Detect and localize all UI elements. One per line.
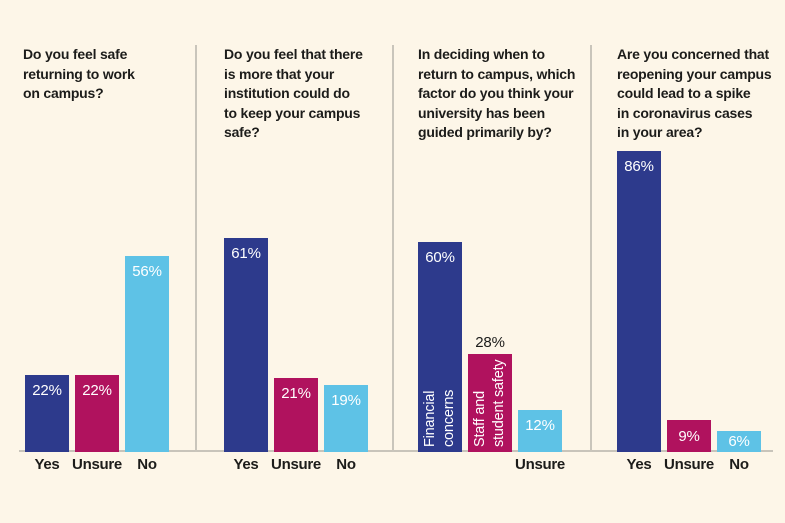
panel-title-line: guided primarily by? bbox=[418, 124, 552, 140]
value-label-yes: 61% bbox=[231, 245, 261, 262]
panel-title-4: Are you concerned that reopening your cam… bbox=[617, 45, 772, 143]
panel-divider-2 bbox=[392, 45, 394, 452]
bar-unsure bbox=[667, 420, 711, 452]
in-bar-label-text: Staff and student safety bbox=[472, 359, 507, 447]
bar-financial-concerns bbox=[418, 242, 462, 452]
x-axis-line bbox=[19, 450, 773, 452]
panel-title-line: reopening your campus bbox=[617, 65, 772, 82]
panel-title-line: returning to work bbox=[23, 65, 135, 82]
bar-yes bbox=[224, 238, 268, 452]
category-label-yes: Yes bbox=[626, 456, 652, 473]
panel-title-line: Are you concerned that bbox=[617, 46, 769, 62]
category-label-yes: Yes bbox=[34, 456, 60, 473]
value-label-yes: 22% bbox=[32, 382, 62, 399]
bar-no bbox=[324, 385, 368, 452]
bar-no bbox=[125, 256, 169, 452]
category-label-no: No bbox=[137, 456, 157, 473]
panel-title-1: Do you feel safe returning to work on camp… bbox=[23, 45, 135, 104]
panel-title-3: In deciding when to return to campus, whi… bbox=[418, 45, 575, 143]
panel-title-line: return to campus, which bbox=[418, 65, 576, 82]
category-label-unsure: Unsure bbox=[72, 456, 122, 473]
panel-title-line: Do you feel that there bbox=[224, 46, 363, 62]
panel-divider-1 bbox=[195, 45, 197, 452]
panel-title-2: Do you feel that there is more that your i… bbox=[224, 45, 363, 143]
value-label-no: 6% bbox=[728, 433, 750, 450]
category-label-unsure: Unsure bbox=[515, 456, 565, 473]
value-label-yes: 86% bbox=[624, 158, 654, 175]
bar-unsure bbox=[75, 375, 119, 452]
category-label-unsure: Unsure bbox=[271, 456, 321, 473]
bar-unsure bbox=[518, 410, 562, 452]
value-label-financial-concerns: 60% bbox=[425, 249, 455, 266]
panel-title-line: in your area? bbox=[617, 124, 703, 140]
bar-staff-and-student-safety bbox=[468, 354, 512, 452]
panel-title-line: Do you feel safe bbox=[23, 46, 128, 62]
panel-title-line: in coronavirus cases bbox=[617, 104, 753, 121]
bar-yes bbox=[617, 151, 661, 452]
panel-title-line: factor do you think your bbox=[418, 85, 574, 101]
panel-title-line: could lead to a spike bbox=[617, 85, 751, 101]
category-label-no: No bbox=[336, 456, 356, 473]
panel-title-line: institution could do bbox=[224, 85, 350, 101]
panel-title-line: on campus? bbox=[23, 85, 104, 101]
value-label-staff-and-student-safety: 28% bbox=[475, 334, 505, 351]
category-label-no: No bbox=[729, 456, 749, 473]
value-label-unsure: 21% bbox=[281, 385, 311, 402]
category-label-unsure: Unsure bbox=[664, 456, 714, 473]
bar-yes bbox=[25, 375, 69, 452]
value-label-unsure: 22% bbox=[82, 382, 112, 399]
panel-title-line: to keep your campus bbox=[224, 104, 361, 121]
in-bar-label-text: Financial concerns bbox=[422, 389, 457, 447]
panel-title-line: university has been bbox=[418, 104, 545, 121]
value-label-no: 19% bbox=[331, 392, 361, 409]
panel-title-line: In deciding when to bbox=[418, 46, 545, 62]
panel-title-line: safe? bbox=[224, 124, 260, 140]
value-label-no: 56% bbox=[132, 263, 162, 280]
bar-unsure bbox=[274, 378, 318, 452]
value-label-unsure: 12% bbox=[525, 417, 555, 434]
bar-no bbox=[717, 431, 761, 452]
value-label-unsure: 9% bbox=[678, 427, 700, 445]
panel-title-line: is more that your bbox=[224, 65, 335, 82]
category-label-yes: Yes bbox=[233, 456, 259, 473]
panel-divider-3 bbox=[590, 45, 592, 452]
